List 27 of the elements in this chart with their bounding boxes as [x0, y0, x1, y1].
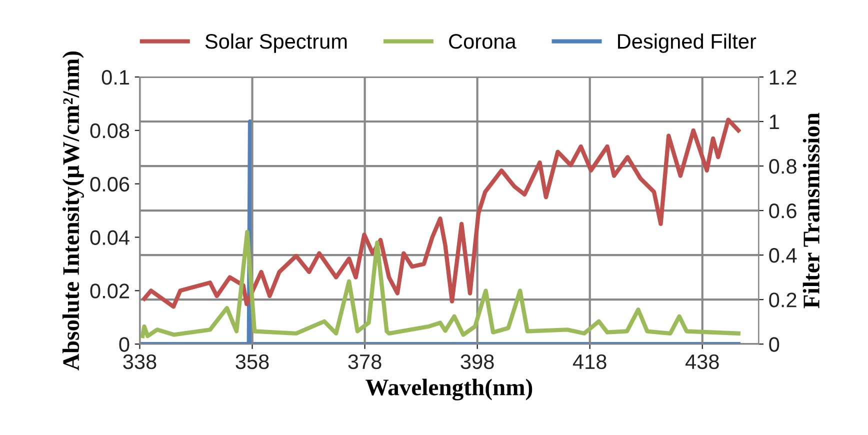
- x-tick-label: 398: [460, 354, 494, 370]
- line-series: [140, 230, 740, 338]
- y-tick-label: 0.08: [90, 123, 130, 138]
- y-axis-title: Absolute Intensity(μW/cm²/nm): [62, 51, 84, 370]
- y2-tick-label: 0.8: [769, 159, 796, 174]
- legend-label: Solar Spectrum: [205, 33, 347, 53]
- y-tick-label: 0.1: [102, 70, 130, 85]
- x-tick-label: 438: [685, 354, 719, 370]
- x-tick-label: 378: [348, 354, 382, 370]
- x-tick-label: 338: [123, 354, 156, 370]
- x-tick-label: 418: [572, 354, 606, 370]
- y2-tick-label: 1.2: [770, 70, 796, 85]
- y2-tick-label: 0.2: [769, 292, 796, 308]
- y2-tick-label: 0.6: [769, 204, 796, 218]
- line-series: [142, 118, 740, 309]
- y-tick-label: 0.06: [90, 176, 130, 192]
- y-tick-label: 0: [119, 337, 130, 352]
- x-axis-title: Wavelength(nm): [366, 378, 532, 400]
- y2-axis-title: Filter Transmission: [802, 112, 820, 308]
- y-tick-label: 0.04: [90, 230, 130, 246]
- y2-tick-label: 1: [770, 114, 779, 130]
- y2-tick-label: 0.4: [769, 248, 797, 263]
- legend-label: Designed Filter: [618, 33, 756, 53]
- y2-tick-label: 0: [769, 337, 780, 352]
- legend-label: Corona: [449, 34, 516, 49]
- y-tick-label: 0.02: [90, 284, 129, 298]
- x-tick-label: 358: [236, 354, 269, 370]
